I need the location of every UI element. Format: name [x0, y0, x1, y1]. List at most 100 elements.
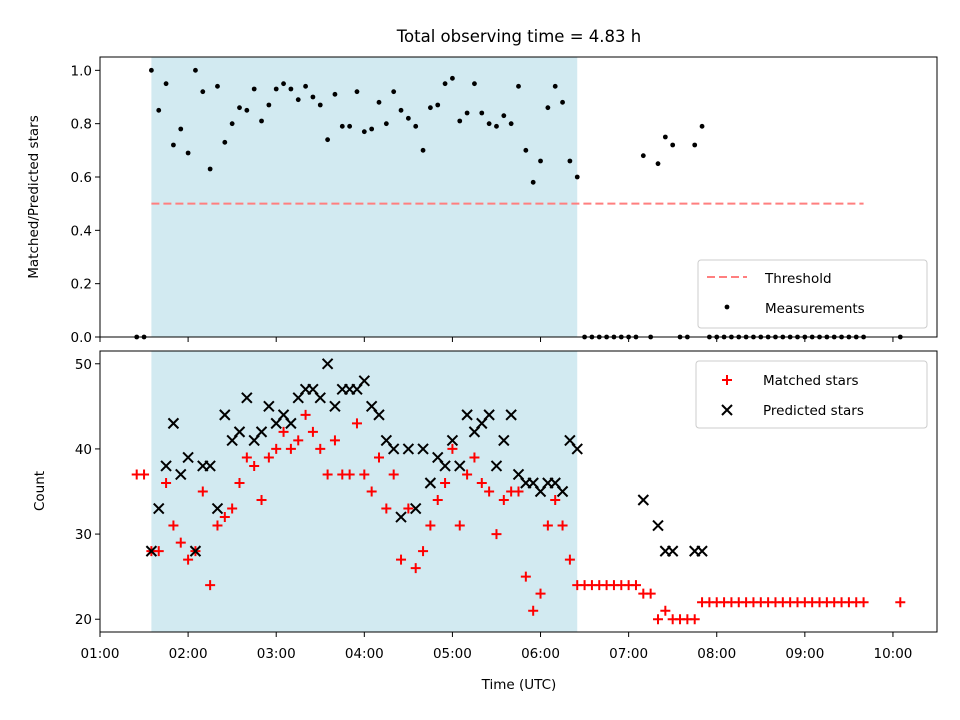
matched-star-point — [476, 477, 487, 488]
matched-star-point — [410, 563, 421, 574]
predicted-star-point — [314, 392, 326, 404]
top-x-ticks — [99, 337, 894, 342]
bottom-y-ticks: 20 30 40 50 — [75, 357, 100, 628]
matched-star-point — [653, 614, 663, 625]
matched-star-point — [285, 443, 296, 454]
legend-threshold-label: Threshold — [764, 271, 832, 287]
top-y-tick-label: 0.2 — [71, 277, 92, 293]
measurement-point — [156, 107, 162, 113]
measurement-point — [178, 126, 184, 132]
measurement-point — [222, 139, 228, 145]
measurement-point — [501, 113, 507, 119]
matched-star-point — [263, 452, 274, 463]
predicted-star-point — [424, 477, 437, 489]
top-axes-frame — [99, 56, 938, 338]
measurement-point — [383, 121, 389, 127]
measurement-point — [699, 123, 705, 129]
x-tick-label: 06:00 — [521, 646, 560, 662]
matched-star-point — [689, 614, 700, 625]
measurement-point — [163, 81, 169, 87]
matched-star-point — [212, 520, 223, 531]
matched-star-point — [197, 486, 208, 497]
predicted-star-point — [153, 502, 165, 515]
measurement-point — [545, 105, 551, 111]
measurement-point — [332, 91, 338, 97]
measurement-point — [325, 137, 331, 143]
measurement-point — [405, 115, 411, 121]
matched-star-point — [858, 597, 869, 608]
predicted-star-point — [402, 443, 415, 455]
measurement-point — [479, 110, 485, 116]
bottom-axes-frame — [99, 350, 938, 633]
x-tick-label: 08:00 — [697, 646, 736, 662]
top-legend-box — [697, 259, 928, 329]
legend-measurements-label: Measurements — [765, 301, 865, 317]
matched-star-point — [175, 537, 186, 548]
predicted-star-point — [358, 375, 371, 387]
matched-star-point — [403, 503, 414, 514]
matched-star-point — [256, 495, 267, 506]
predicted-star-point — [175, 468, 187, 481]
top-y-tick-label: 0.0 — [71, 330, 92, 346]
matched-star-point — [271, 443, 282, 454]
measurement-point — [259, 118, 264, 124]
x-tick-label: 09:00 — [785, 646, 824, 662]
matched-star-point — [374, 452, 384, 463]
x-tick-label: 03:00 — [257, 646, 296, 662]
matched-star-point — [168, 520, 179, 531]
matched-star-point — [183, 554, 194, 565]
matched-star-point — [300, 409, 311, 420]
measurement-point — [251, 86, 257, 92]
predicted-star-point — [182, 451, 194, 464]
matched-star-point — [535, 588, 546, 599]
matched-star-point — [278, 426, 289, 437]
measurement-point — [193, 67, 198, 73]
measurement-point — [185, 150, 191, 156]
measurement-point — [420, 147, 426, 153]
measurement-point — [662, 134, 668, 140]
predicted-star-point — [556, 485, 569, 498]
matched-star-point — [498, 495, 509, 506]
measurement-point — [361, 129, 367, 135]
measurement-point — [376, 99, 382, 105]
chart-title: Total observing time = 4.83 h — [396, 27, 641, 46]
top-legend: Threshold Measurements — [697, 259, 928, 329]
matched-star-point — [329, 435, 340, 446]
matched-star-point — [454, 520, 465, 531]
matched-star-point — [469, 452, 480, 463]
predicted-star-point — [167, 417, 180, 430]
matched-star-point — [307, 426, 318, 437]
matched-star-point — [564, 554, 575, 565]
measurement-point — [215, 83, 220, 89]
measurement-point — [229, 121, 235, 127]
predicted-star-point — [395, 511, 407, 523]
predicted-star-point — [255, 426, 268, 438]
predicted-star-point — [219, 409, 231, 421]
matched-star-point — [528, 605, 539, 616]
predicted-star-point — [211, 502, 224, 515]
matched-star-point — [219, 512, 230, 523]
top-shaded-interval — [151, 57, 578, 337]
matched-star-point — [344, 469, 355, 480]
predicted-star-point — [204, 460, 216, 472]
measurement-point — [354, 89, 360, 95]
measurement-point — [442, 81, 448, 87]
top-points — [134, 67, 903, 340]
measurement-point — [494, 123, 499, 129]
predicted-star-point — [696, 545, 708, 557]
matched-star-point — [366, 486, 377, 497]
matched-star-point — [249, 460, 260, 471]
predicted-star-point — [417, 443, 429, 455]
x-tick-label: 02:00 — [169, 646, 208, 662]
predicted-star-point — [387, 443, 400, 455]
matched-star-point — [520, 571, 531, 582]
matched-star-point — [513, 486, 524, 497]
measurement-point — [655, 161, 661, 167]
measurement-point — [457, 118, 463, 124]
predicted-star-point — [454, 460, 466, 472]
predicted-star-point — [652, 519, 664, 532]
predicted-star-point — [189, 545, 202, 557]
measurement-point — [508, 121, 514, 127]
matched-star-point — [322, 469, 333, 480]
